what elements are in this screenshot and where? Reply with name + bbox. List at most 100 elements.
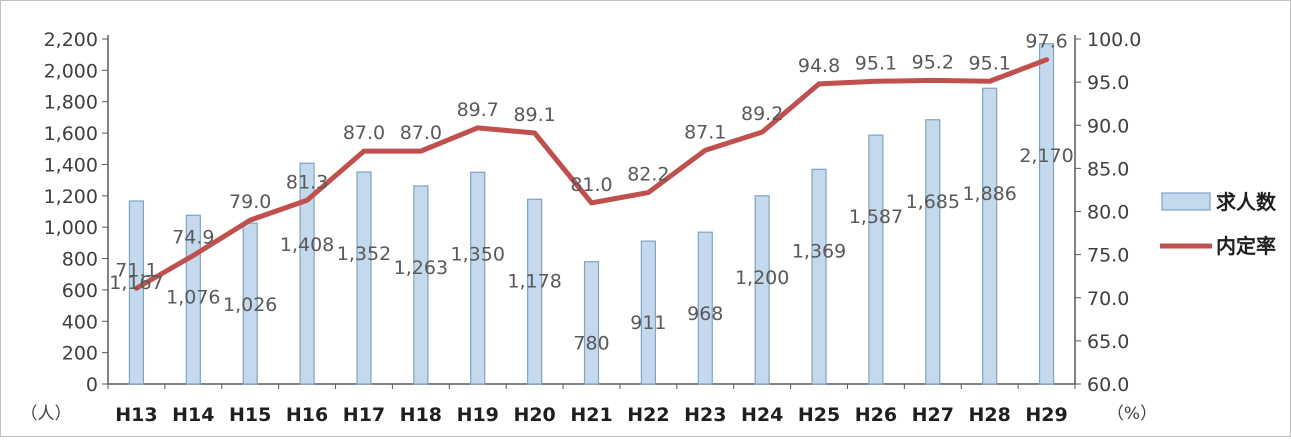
x-tick-label: H24 [741,404,783,426]
left-tick-label: 1,200 [44,186,98,208]
bar [754,195,770,385]
x-tick-label: H29 [1025,404,1067,426]
bar [527,198,543,385]
bar-value-label: 1,178 [507,270,561,292]
left-tick-label: 400 [62,311,98,333]
x-tick-label: H21 [570,404,612,426]
bar [925,119,941,385]
right-tick-label: 60.0 [1087,374,1129,396]
left-tick-label: 1,400 [44,154,98,176]
right-axis-unit-label: （%） [1107,404,1157,424]
line-value-label: 94.8 [798,55,840,77]
bar-value-label: 1,685 [906,191,960,213]
left-tick-label: 2,200 [44,29,98,51]
bar-value-label: 1,026 [223,294,277,316]
rate-line [133,57,1050,291]
line-value-label: 87.0 [400,122,442,144]
line-value-label: 95.2 [912,51,954,73]
x-tick-label: H28 [969,404,1011,426]
legend-label-line: 内定率 [1216,234,1276,258]
line-value-label: 87.0 [343,122,385,144]
bar-value-label: 1,369 [792,240,846,262]
right-tick-label: 85.0 [1087,158,1129,180]
bar [128,200,145,385]
bars-group [128,43,1055,385]
bar-value-label: 1,886 [962,183,1016,205]
left-tick-label: 600 [62,280,98,302]
line-labels-group: 71.1 74.9 79.0 81.3 87.0 87.0 89.7 89.1 81.0 82.2… [115,31,1067,282]
line-value-label: 81.3 [286,171,328,193]
legend-swatch-bar [1161,192,1211,211]
bar [470,171,486,385]
line-value-label: 97.6 [1025,31,1067,53]
bar-value-label: 1,167 [109,272,163,294]
left-tick-label: 1,000 [44,217,98,239]
line-value-label: 95.1 [855,52,897,74]
bar [356,171,372,385]
axes-group: 0 200 400 600 800 1,000 1,200 1,400 1,600 1,800 2,… [21,29,1158,426]
bar-value-label: 968 [687,303,723,325]
left-tick-label: 0 [86,374,98,396]
bar-value-label: 1,587 [849,206,903,228]
x-tick-label: H18 [400,404,442,426]
legend-label-bar: 求人数 [1216,190,1277,214]
bar-value-label: 911 [630,312,666,334]
x-tick-label: H16 [286,404,328,426]
bar [697,231,713,385]
bar [640,240,656,385]
line-value-label: 79.0 [229,191,271,213]
bar [868,134,884,385]
line-group [133,57,1050,291]
bar [811,168,827,385]
bar [299,162,315,385]
right-tick-label: 95.0 [1087,72,1129,94]
left-tick-label: 800 [62,249,98,271]
left-axis-unit-label: （人） [21,404,72,424]
line-value-label: 82.2 [627,164,669,186]
line-value-label: 89.7 [457,99,499,121]
right-tick-label: 100.0 [1087,29,1141,51]
bar [413,185,429,385]
right-tick-label: 70.0 [1087,288,1129,310]
line-value-label: 87.1 [684,121,726,143]
line-value-label: 74.9 [172,226,214,248]
x-tick-label: H14 [172,404,214,426]
line-value-label: 71.1 [115,259,157,281]
bar-value-label: 1,263 [394,257,448,279]
x-tick-label: H23 [684,404,726,426]
line-value-label: 95.1 [969,52,1011,74]
bar-value-label: 2,170 [1019,145,1073,167]
bar [242,222,258,385]
x-tick-label: H25 [798,404,840,426]
x-tick-label: H15 [229,404,271,426]
bar-value-label: 1,076 [166,286,220,308]
right-tick-label: 75.0 [1087,245,1129,267]
bar [982,87,998,385]
x-tick-label: H22 [627,404,669,426]
bar-value-label: 1,352 [337,243,391,265]
x-tick-label: H17 [343,404,385,426]
right-tick-label: 80.0 [1087,202,1129,224]
right-tick-label: 90.0 [1087,115,1129,137]
line-value-label: 89.2 [741,103,783,125]
x-tick-label: H19 [457,404,499,426]
left-tick-label: 1,800 [44,92,98,114]
x-tick-label: H20 [513,404,555,426]
line-value-label: 81.0 [570,174,612,196]
line-value-label: 89.1 [513,104,555,126]
bar-value-label: 1,408 [280,234,334,256]
left-tick-label: 2,000 [44,60,98,82]
left-tick-label: 200 [62,343,98,365]
left-tick-label: 1,600 [44,123,98,145]
x-tick-label: H13 [115,404,157,426]
bar-value-label: 780 [573,333,609,355]
x-tick-label: H27 [912,404,954,426]
bar-value-label: 1,200 [735,267,789,289]
bar [583,261,600,385]
x-tick-label: H26 [855,404,897,426]
bar-value-label: 1,350 [451,243,505,265]
